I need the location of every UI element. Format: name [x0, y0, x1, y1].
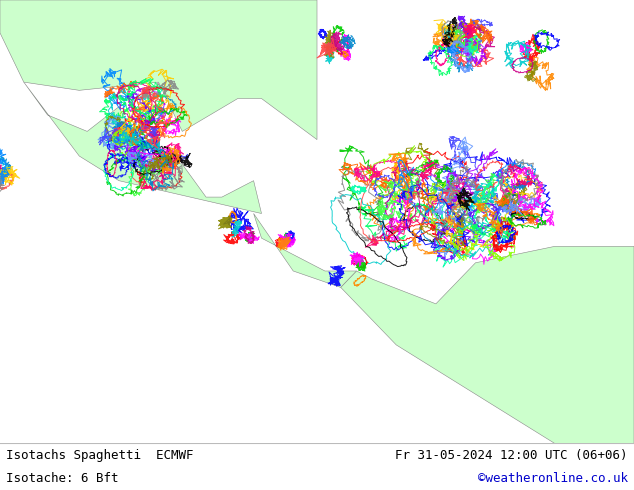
- Text: Isotachs Spaghetti  ECMWF: Isotachs Spaghetti ECMWF: [6, 448, 194, 462]
- Polygon shape: [341, 246, 634, 443]
- Polygon shape: [0, 0, 317, 140]
- Text: ©weatheronline.co.uk: ©weatheronline.co.uk: [477, 472, 628, 485]
- Polygon shape: [254, 214, 356, 288]
- Text: Isotache: 6 Bft: Isotache: 6 Bft: [6, 472, 119, 485]
- Polygon shape: [23, 82, 261, 214]
- Text: Fr 31-05-2024 12:00 UTC (06+06): Fr 31-05-2024 12:00 UTC (06+06): [395, 448, 628, 462]
